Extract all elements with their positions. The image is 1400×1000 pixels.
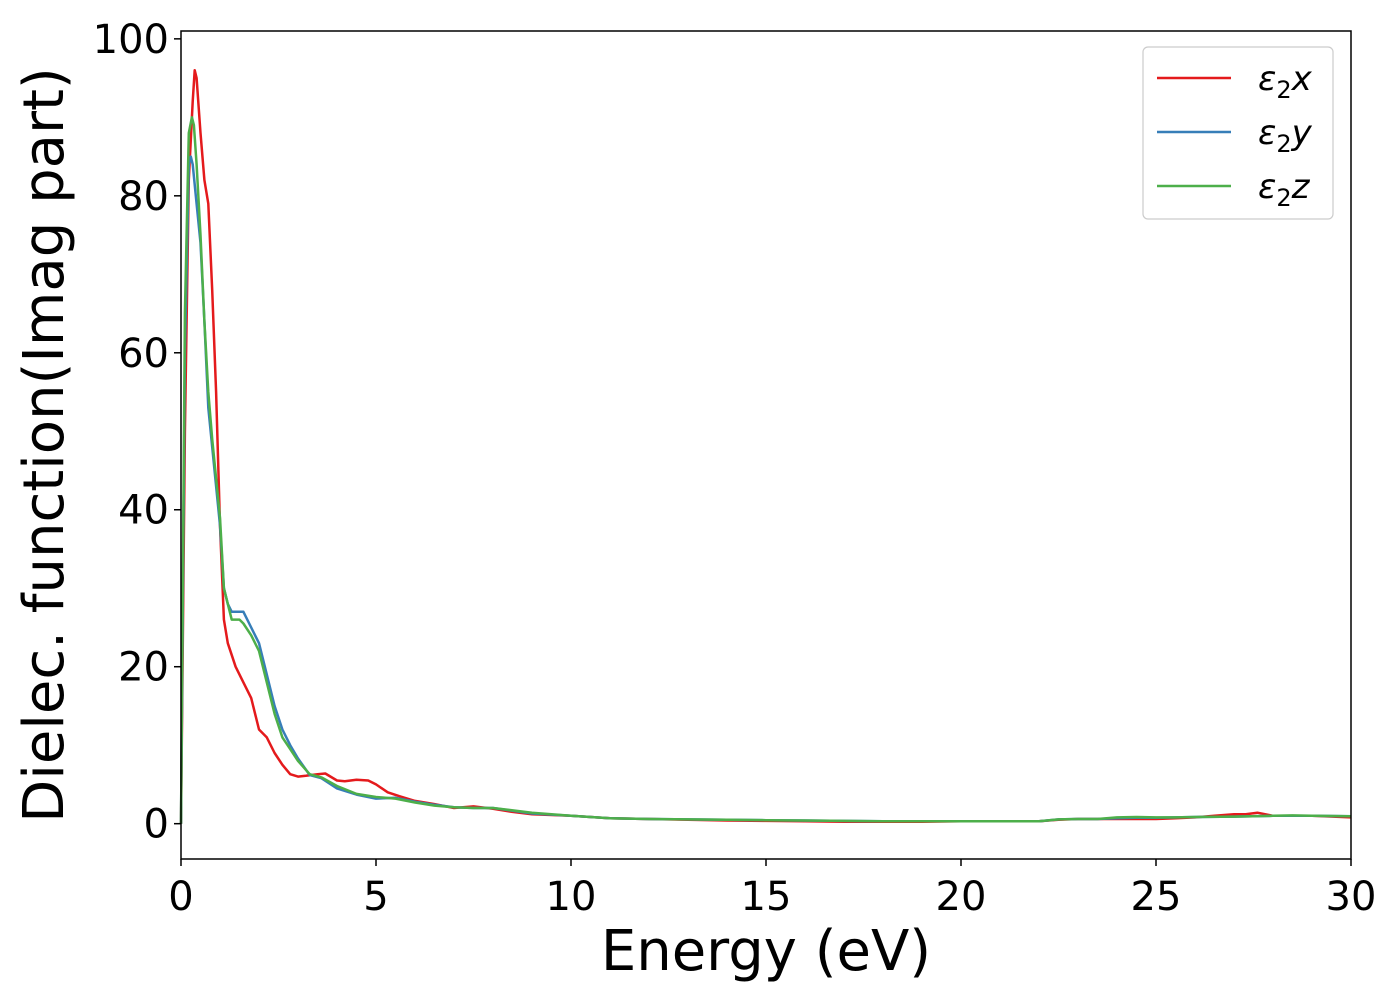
y-tick-label: 0 <box>144 802 169 848</box>
legend-frame <box>1142 46 1334 220</box>
y-tick-label: 60 <box>118 331 169 377</box>
y-tick-label: 40 <box>118 488 169 534</box>
y-axis: 0 20 40 60 80 100 <box>93 17 181 848</box>
series-line-y <box>179 155 1352 824</box>
y-tick-label: 80 <box>118 174 169 220</box>
y-tick-label: 20 <box>118 645 169 691</box>
x-tick-label: 15 <box>741 874 792 920</box>
x-axis-label: Energy (eV) <box>601 919 931 984</box>
plot-lines <box>179 68 1352 824</box>
legend: ε2x ε2y ε2z <box>1142 46 1334 220</box>
x-tick-label: 20 <box>936 874 987 920</box>
legend-label-x: ε2x <box>1258 59 1313 104</box>
x-tick-label: 10 <box>546 874 597 920</box>
y-tick-label: 100 <box>93 17 169 63</box>
x-tick-label: 0 <box>168 874 193 920</box>
x-axis: 0 5 10 15 20 25 30 <box>168 859 1376 920</box>
legend-label-z: ε2z <box>1258 167 1311 212</box>
x-tick-label: 25 <box>1131 874 1182 920</box>
x-tick-label: 5 <box>363 874 388 920</box>
series-line-z <box>179 116 1352 824</box>
x-tick-label: 30 <box>1326 874 1377 920</box>
legend-label-y: ε2y <box>1258 113 1313 158</box>
y-axis-label: Dielec. function(Imag part) <box>12 67 77 823</box>
